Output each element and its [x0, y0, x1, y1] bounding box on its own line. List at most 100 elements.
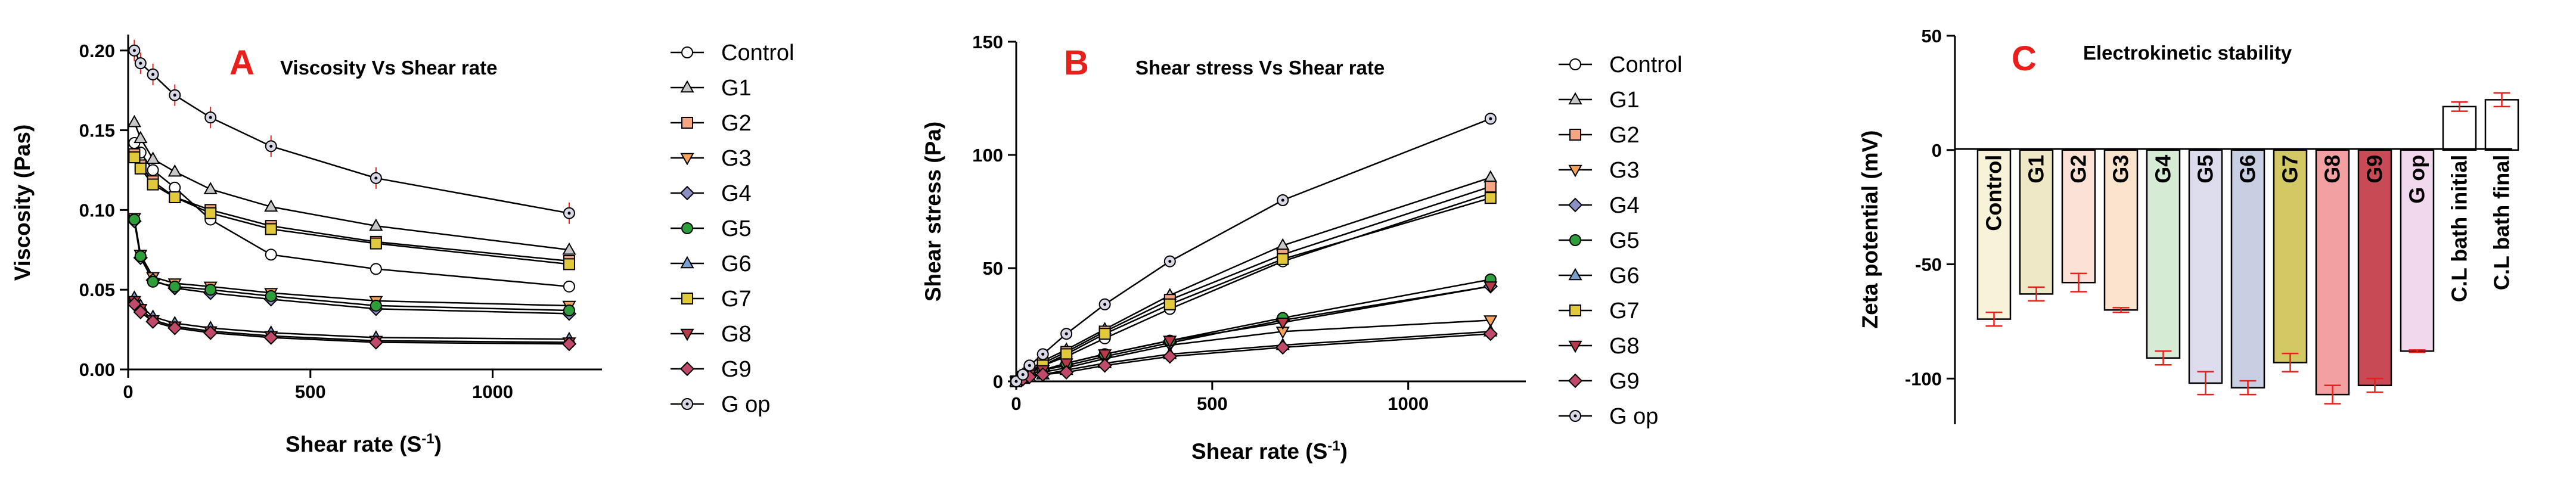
panel-c-zeta-potential-chart: C Electrokinetic stability Control G1 G2 G3…	[1858, 26, 2519, 424]
data-point-g5	[370, 299, 382, 312]
series-line-g-op	[1016, 118, 1491, 382]
data-point-g7	[563, 258, 575, 271]
data-point-g8	[1275, 318, 1290, 330]
legend-marker-g2	[681, 117, 693, 129]
data-point-g7	[128, 151, 141, 164]
legend-marker-g3	[1568, 164, 1582, 178]
data-point-g7	[134, 162, 147, 175]
panel-b-markers-g7	[1010, 192, 1497, 387]
bar-group-g-op: G op	[2400, 149, 2435, 353]
panel-a-y-tick-label: 0.15	[79, 120, 115, 141]
panel-a-x-tick-label: 500	[295, 381, 326, 402]
data-point-g7	[1163, 298, 1176, 310]
panel-c-y-axis-label: Zeta potential (mV)	[1858, 130, 1882, 328]
data-point-g9	[145, 314, 160, 329]
panel-a-markers-g-op	[128, 39, 575, 224]
data-point-control	[563, 280, 575, 293]
legend-item-g-op: G op	[671, 392, 770, 417]
legend-label-g7: G7	[1609, 299, 1640, 324]
bar-g1	[2019, 149, 2054, 295]
bar-g-op	[2400, 149, 2435, 352]
bar-group-control: Control	[1976, 149, 2012, 327]
legend-marker-g7	[1569, 304, 1581, 316]
series-line-g3	[134, 217, 569, 307]
data-point-g7	[1060, 348, 1073, 361]
legend-marker-g7	[681, 293, 693, 304]
panel-b-title: Shear stress Vs Shear rate	[1135, 57, 1385, 79]
legend-marker-g8	[680, 328, 694, 341]
data-point-g7	[370, 237, 382, 250]
legend-item-g3: G3	[1559, 158, 1640, 183]
legend-label-g3: G3	[721, 146, 752, 171]
data-point-g7	[169, 191, 181, 203]
data-point-g8	[1059, 358, 1073, 371]
bar-label-g3: G3	[2109, 155, 2133, 184]
legend-marker-g4	[1568, 197, 1583, 213]
data-point-g-op-dot	[1103, 303, 1107, 306]
legend-marker-g8	[1568, 340, 1582, 353]
series-line-g8	[1016, 285, 1491, 383]
panel-b-x-tick-label: 500	[1197, 393, 1228, 414]
data-point-g-op-dot	[209, 116, 212, 119]
data-point-g7	[204, 207, 217, 219]
data-point-g7	[1098, 328, 1111, 340]
legend-marker-g3	[680, 153, 694, 166]
panel-b-series-control	[1016, 192, 1491, 383]
data-point-control	[265, 248, 277, 261]
panel-a-markers-g5	[128, 213, 575, 316]
panel-a-markers-g9	[127, 297, 577, 352]
panel-b-letter: B	[1064, 43, 1089, 82]
legend-label-g1: G1	[721, 76, 752, 101]
panel-c-title: Electrokinetic stability	[2083, 42, 2292, 64]
legend-item-g9: G9	[671, 357, 752, 382]
bar-control	[1976, 149, 2012, 320]
series-line-g7	[134, 157, 570, 265]
data-point-g7	[265, 223, 277, 235]
legend-marker-control	[1569, 58, 1581, 70]
data-point-g5	[563, 304, 575, 316]
legend-label-g7: G7	[721, 287, 752, 312]
data-point-g5	[147, 275, 159, 288]
bar-g5	[2188, 149, 2223, 384]
bar-c-l-bath-initial	[2442, 105, 2477, 151]
legend-label-g8: G8	[1609, 334, 1640, 359]
data-point-g7	[1277, 253, 1289, 265]
data-point-g9	[167, 321, 182, 335]
panel-b-markers-g1	[1009, 170, 1498, 387]
data-point-g-op-dot	[567, 212, 571, 215]
bar-g6	[2230, 149, 2265, 389]
legend-label-g4: G4	[1609, 193, 1640, 218]
data-point-g-op-dot	[1281, 198, 1284, 202]
legend-item-g5: G5	[1559, 228, 1640, 253]
panel-b-series-g3	[1016, 319, 1491, 383]
data-point-control	[370, 263, 382, 275]
panel-b-x-tick-label: 1000	[1388, 393, 1429, 414]
data-point-g9	[1483, 326, 1498, 341]
data-point-g1	[264, 199, 278, 212]
legend-item-g1: G1	[671, 76, 752, 101]
legend-label-g9: G9	[721, 357, 752, 382]
legend-marker-g2	[1569, 129, 1581, 141]
legend-item-g7: G7	[1559, 299, 1640, 324]
data-point-g9	[1035, 367, 1050, 382]
data-point-g9	[203, 325, 218, 340]
data-point-g2	[1484, 181, 1497, 193]
bar-group-g4: G4	[2146, 149, 2181, 366]
data-point-g1	[134, 130, 148, 144]
series-line-g3	[1016, 319, 1491, 383]
bar-label-g9: G9	[2363, 155, 2387, 184]
bar-group-g7: G7	[2273, 149, 2308, 373]
panel-b-series-g4	[1016, 285, 1491, 383]
legend-marker-g-op-dot	[1573, 414, 1577, 418]
data-point-g-op-dot	[374, 176, 378, 180]
bar-g9	[2357, 149, 2392, 387]
data-point-g1	[203, 182, 218, 194]
data-point-g-op-dot	[1041, 352, 1045, 356]
legend-item-g3: G3	[671, 146, 752, 171]
bar-g8	[2315, 149, 2350, 396]
panel-a-x-tick-label: 0	[123, 381, 133, 402]
legend-label-g9: G9	[1609, 369, 1640, 394]
series-line-g1	[134, 122, 570, 251]
panel-a-letter: A	[229, 43, 255, 82]
legend-label-g-op: G op	[721, 392, 770, 417]
